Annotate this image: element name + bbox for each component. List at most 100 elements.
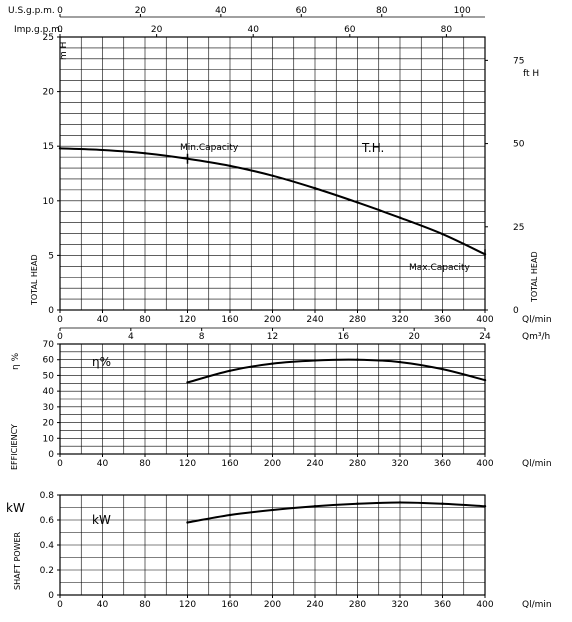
data-point [313,505,317,508]
y-tick-label: 0 [48,450,54,460]
imp-gpm-tick-label: 80 [441,25,453,35]
left-unit-label: m H [59,42,69,60]
curve-label: T.H. [361,141,384,155]
m3h-tick-label: 0 [57,332,63,342]
data-point [483,505,487,508]
imp-gpm-tick-label: 20 [151,25,163,35]
power-unit-label: kW [6,501,25,515]
x-tick-label: 360 [434,600,451,610]
x-tick-label: 280 [349,315,366,325]
y-tick-label: 30 [43,403,55,413]
us-gpm-tick-label: 80 [376,6,388,16]
right-axis-label: TOTAL HEAD [530,251,539,303]
y-tick-label: 40 [43,387,55,397]
y-tick-label: 20 [43,419,55,429]
data-point [398,360,402,364]
us-gpm-tick-label: 100 [454,6,471,16]
power-panel: 0 40 80 120 160 200 240 280 320 360 400 Ql/min 0 0.2 0… [6,491,552,610]
head-panel: 0 40 80 120 160 200 240 280 320 360 400 Ql/min05101… [8,6,552,342]
x-tick-label: 120 [179,600,196,610]
y-tick-label: 50 [43,371,55,381]
data-point [228,369,232,372]
head-grid [60,37,485,310]
data-point [356,502,359,505]
data-point [483,378,487,382]
x-tick-label: 120 [179,315,196,325]
y-tick-label: 20 [43,88,55,98]
x-tick-label: 40 [97,600,109,610]
x-tick-label: 200 [264,459,281,469]
imp-gpm-label: Imp.g.p.m. [14,25,63,35]
power-axis-label: SHAFT POWER [13,531,22,590]
efficiency-curve-label: η% [92,355,111,369]
right-tick-label: 0 [513,306,519,316]
m3h-axis-label: Qm³/h [522,332,550,342]
data-point [58,147,62,150]
data-point [271,362,274,365]
x-axis-label: Ql/min [522,600,552,610]
data-point [313,359,317,362]
x-tick-label: 400 [476,600,493,610]
data-point [101,148,104,152]
x-tick-label: 120 [179,459,196,469]
x-tick-label: 160 [221,459,238,469]
right-tick-label: 50 [513,140,525,150]
right-tick-label: 25 [513,223,524,233]
y-tick-label: 0 [48,306,54,316]
x-tick-label: 400 [476,459,493,469]
y-tick-label: 5 [48,251,54,261]
x-tick-label: 280 [349,600,366,610]
x-tick-label: 80 [139,315,151,325]
imp-gpm-tick-label: 40 [247,25,259,35]
data-point [356,358,359,361]
m3h-tick-label: 8 [199,332,205,342]
imp-gpm-tick-label: 60 [344,25,356,35]
x-axis-label: Ql/min [522,315,552,325]
efficiency-panel: 0 40 80 120 160 200 240 280 320 360 400 Ql/min 0 10 20… [10,340,552,470]
data-point [186,521,189,524]
efficiency-axis-label: EFFICIENCY [10,424,19,470]
y-tick-label: 70 [43,340,55,350]
x-tick-label: 400 [476,315,493,325]
data-point [271,174,274,177]
left-axis-label: TOTAL HEAD [30,254,39,306]
x-tick-label: 200 [264,600,281,610]
x-tick-label: 40 [97,459,109,469]
y-tick-label: 0.8 [40,491,55,501]
x-tick-label: 320 [391,315,408,325]
power-curve [187,501,486,524]
x-tick-label: 0 [57,459,63,469]
us-gpm-tick-label: 0 [57,6,63,16]
efficiency-unit-label: η % [11,352,21,370]
data-point [441,367,444,371]
x-tick-label: 240 [306,459,323,469]
min-capacity-label: Min.Capacity [180,143,239,153]
m3h-tick-label: 20 [408,332,420,342]
efficiency-grid [60,344,485,454]
x-tick-label: 40 [97,315,109,325]
x-tick-label: 240 [306,315,323,325]
power-curve-label: kW [92,513,111,527]
x-tick-label: 320 [391,600,408,610]
m3h-tick-label: 24 [479,332,491,342]
y-tick-label: 60 [43,356,55,366]
m3h-tick-label: 16 [338,332,350,342]
data-point [228,513,232,517]
x-tick-label: 320 [391,459,408,469]
x-tick-label: 240 [306,600,323,610]
y-tick-label: 10 [43,434,55,444]
m3h-tick-label: 4 [128,332,134,342]
y-tick-label: 25 [43,33,54,43]
y-tick-label: 0.2 [40,566,54,576]
data-point [441,232,444,236]
y-tick-label: 15 [43,142,54,152]
y-tick-label: 0 [48,591,54,601]
y-tick-label: 0.6 [40,516,55,526]
x-tick-label: 80 [139,459,151,469]
us-gpm-tick-label: 20 [135,6,147,16]
x-tick-label: 80 [139,600,151,610]
x-tick-label: 200 [264,315,281,325]
data-point [398,216,402,219]
data-point [228,164,232,168]
y-tick-label: 10 [43,197,55,207]
